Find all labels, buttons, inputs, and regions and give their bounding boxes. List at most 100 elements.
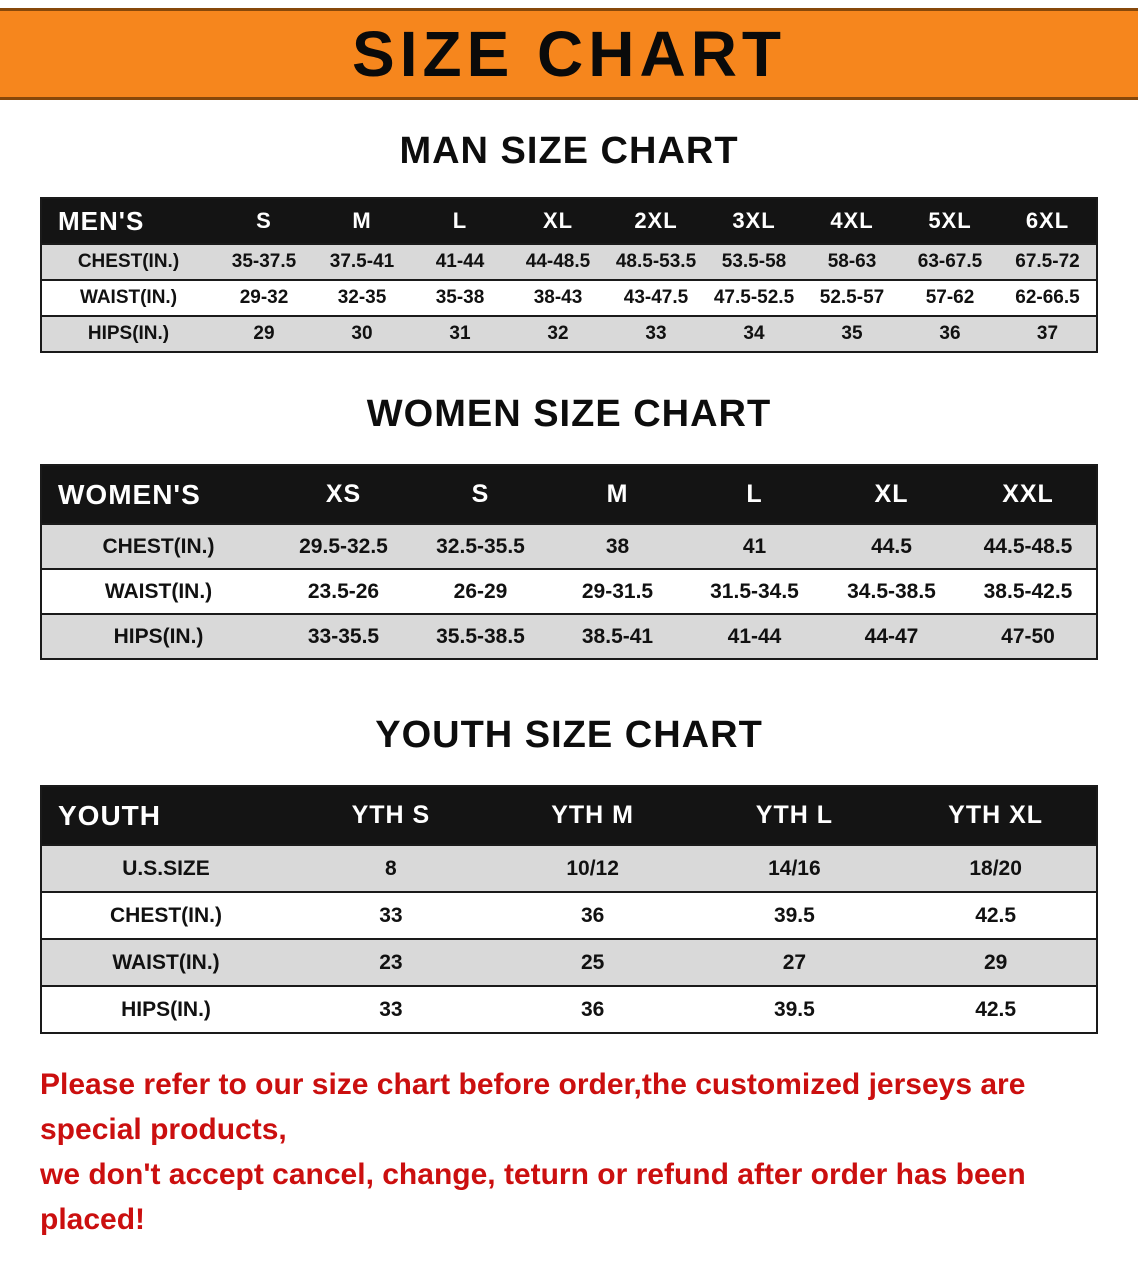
disclaimer-line-1: Please refer to our size chart before or… — [40, 1068, 1026, 1146]
value-cell: 34 — [743, 323, 765, 344]
value-cell: 23.5-26 — [307, 579, 380, 603]
value-cell: 44.5-48.5 — [983, 534, 1073, 558]
value-cell: 47.5-52.5 — [713, 287, 795, 308]
value-cell: 38-43 — [533, 287, 583, 308]
women-size-table: WOMEN'S XS S M L XL XXL CHEST(IN.) 29.5-32.5 32.5… — [40, 464, 1098, 660]
men-section-heading: MAN SIZE CHART — [399, 130, 739, 172]
value-cell: 18/20 — [969, 856, 1022, 880]
value-cell: 43-47.5 — [623, 287, 689, 308]
table-title-cell: WOMEN'S — [41, 465, 275, 524]
youth-size-table: YOUTH YTH S YTH M YTH L YTH XL U.S.SIZE 8 10/12… — [40, 785, 1098, 1034]
size-header-cell: S — [215, 198, 313, 244]
value-cell: 38.5-42.5 — [983, 579, 1073, 603]
value-cell: 38 — [605, 534, 630, 558]
value-cell: 38.5-41 — [581, 624, 654, 648]
size-header-cell: XXL — [960, 465, 1097, 524]
value-cell: 29 — [983, 950, 1008, 974]
table-row: WAIST(IN.) 23.5-26 26-29 29-31.5 31.5-34.5 34… — [41, 569, 1097, 614]
row-label-cell: WAIST(IN.) — [112, 950, 220, 974]
value-cell: 37 — [1036, 323, 1059, 344]
table-row: HIPS(IN.) 33-35.5 35.5-38.5 38.5-41 41-44 44-… — [41, 614, 1097, 659]
table-row: HIPS(IN.) 33 36 39.5 42.5 — [41, 986, 1097, 1033]
value-cell: 37.5-41 — [329, 251, 395, 272]
value-cell: 29-31.5 — [581, 579, 654, 603]
row-label-cell: HIPS(IN.) — [121, 997, 211, 1021]
value-cell: 39.5 — [773, 997, 815, 1021]
size-header-cell: XL — [509, 198, 607, 244]
value-cell: 32.5-35.5 — [436, 534, 525, 558]
value-cell: 33 — [379, 903, 403, 927]
value-cell: 44-47 — [864, 624, 919, 648]
banner: SIZE CHART — [0, 8, 1138, 100]
value-cell: 41-44 — [435, 251, 485, 272]
table-row: WAIST(IN.) 23 25 27 29 — [41, 939, 1097, 986]
value-cell: 53.5-58 — [721, 251, 787, 272]
size-header-cell: YTH M — [491, 786, 694, 845]
size-header-cell: XS — [275, 465, 412, 524]
row-label-cell: U.S.SIZE — [122, 856, 210, 880]
value-cell: 57-62 — [925, 287, 975, 308]
value-cell: 33 — [379, 997, 403, 1021]
size-header-cell: L — [686, 465, 823, 524]
row-label-cell: CHEST(IN.) — [77, 251, 180, 272]
value-cell: 8 — [385, 856, 397, 880]
row-label-cell: CHEST(IN.) — [110, 903, 222, 927]
table-row: U.S.SIZE 8 10/12 14/16 18/20 — [41, 845, 1097, 892]
row-label-cell: HIPS(IN.) — [87, 323, 170, 344]
value-cell: 41-44 — [727, 624, 782, 648]
value-cell: 33-35.5 — [307, 624, 380, 648]
value-cell: 41 — [742, 534, 767, 558]
value-cell: 27 — [782, 950, 807, 974]
size-header-cell: XL — [823, 465, 960, 524]
men-size-section: MAN SIZE CHART MEN'S S M L XL 2XL 3XL 4XL 5XL 6XL… — [0, 130, 1138, 353]
value-cell: 63-67.5 — [917, 251, 983, 272]
value-cell: 29-32 — [239, 287, 289, 308]
row-label-cell: WAIST(IN.) — [104, 579, 213, 603]
value-cell: 36 — [580, 997, 605, 1021]
youth-size-section: YOUTH SIZE CHART YOUTH YTH S YTH M YTH L YTH… — [0, 714, 1138, 1034]
table-row: CHEST(IN.) 35-37.5 37.5-41 41-44 44-48.5 48.5… — [41, 244, 1097, 280]
value-cell: 35-38 — [435, 287, 485, 308]
size-header-cell: 2XL — [607, 198, 705, 244]
size-header-cell: 3XL — [705, 198, 803, 244]
value-cell: 10/12 — [566, 856, 619, 880]
size-header-cell: 5XL — [901, 198, 999, 244]
size-header-cell: L — [411, 198, 509, 244]
value-cell: 62-66.5 — [1015, 287, 1080, 308]
value-cell: 44-48.5 — [525, 251, 591, 272]
value-cell: 35.5-38.5 — [436, 624, 525, 648]
value-cell: 35 — [841, 323, 863, 344]
page-title: SIZE CHART — [352, 18, 786, 90]
value-cell: 58-63 — [827, 251, 877, 272]
women-size-section: WOMEN SIZE CHART WOMEN'S XS S M L XL XXL CHEST(… — [0, 393, 1138, 660]
value-cell: 31.5-34.5 — [710, 579, 799, 603]
value-cell: 32-35 — [337, 287, 387, 308]
value-cell: 30 — [351, 323, 373, 344]
disclaimer-line-2: we don't accept cancel, change, teturn o… — [40, 1158, 1026, 1236]
value-cell: 26-29 — [453, 579, 508, 603]
table-row: CHEST(IN.) 33 36 39.5 42.5 — [41, 892, 1097, 939]
table-header-row: YOUTH YTH S YTH M YTH L YTH XL — [41, 786, 1097, 845]
value-cell: 35-37.5 — [231, 251, 297, 272]
value-cell: 34.5-38.5 — [847, 579, 936, 603]
value-cell: 14/16 — [768, 856, 821, 880]
value-cell: 52.5-57 — [819, 287, 885, 308]
value-cell: 39.5 — [773, 903, 815, 927]
row-label-cell: CHEST(IN.) — [102, 534, 215, 558]
value-cell: 31 — [449, 323, 471, 344]
value-cell: 42.5 — [975, 997, 1017, 1021]
value-cell: 48.5-53.5 — [615, 251, 697, 272]
table-header-row: MEN'S S M L XL 2XL 3XL 4XL 5XL 6XL — [41, 198, 1097, 244]
table-row: WAIST(IN.) 29-32 32-35 35-38 38-43 43-47.5 47.… — [41, 280, 1097, 316]
table-row: HIPS(IN.) 29 30 31 32 33 34 35 36 37 — [41, 316, 1097, 352]
value-cell: 33 — [645, 323, 667, 344]
table-header-row: WOMEN'S XS S M L XL XXL — [41, 465, 1097, 524]
size-header-cell: M — [313, 198, 411, 244]
value-cell: 32 — [547, 323, 569, 344]
size-header-cell: YTH L — [693, 786, 896, 845]
row-label-cell: HIPS(IN.) — [113, 624, 204, 648]
size-header-cell: YTH S — [290, 786, 492, 845]
size-header-cell: YTH XL — [895, 786, 1097, 845]
women-section-heading: WOMEN SIZE CHART — [366, 393, 772, 435]
men-size-table: MEN'S S M L XL 2XL 3XL 4XL 5XL 6XL CHEST(IN.) 35-37… — [40, 197, 1098, 353]
